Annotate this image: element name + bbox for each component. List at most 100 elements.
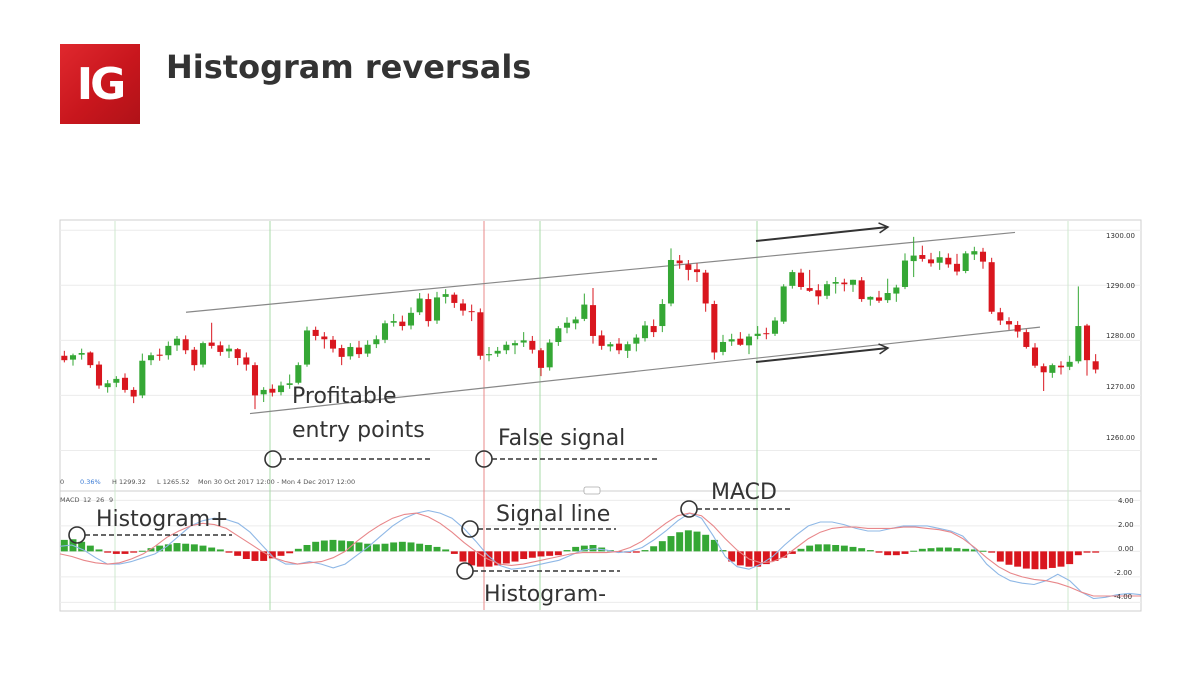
histogram-bar-negative <box>502 551 510 564</box>
candle-body <box>754 333 761 336</box>
histogram-bar-negative <box>1066 551 1074 565</box>
histogram-bar-negative <box>1040 551 1048 570</box>
histogram-bar-positive <box>208 547 216 552</box>
histogram-bar-positive <box>312 541 320 552</box>
histogram-bar-positive <box>433 546 441 552</box>
histogram-bar-negative <box>459 551 467 562</box>
candle-body <box>399 321 406 327</box>
histogram-bar-negative <box>1005 551 1013 565</box>
candle-body <box>121 377 129 390</box>
histogram-bar-negative <box>130 551 138 553</box>
candle-body <box>555 328 562 343</box>
histogram-bar-positive <box>381 543 389 552</box>
profitable-label-line1: Profitable <box>292 384 396 409</box>
histogram-bar-positive <box>719 550 727 552</box>
info-date-range: Mon 30 Oct 2017 12:00 - Mon 4 Dec 2017 1… <box>198 478 355 486</box>
macd-tick: -4.00 <box>1114 593 1132 601</box>
signal-line-label: Signal line <box>496 502 610 527</box>
histogram-bar-negative <box>771 551 779 561</box>
histogram-bar-negative <box>528 551 536 558</box>
candle-body <box>1023 332 1030 347</box>
info-high: H 1299.32 <box>112 478 146 486</box>
histogram-bar-negative <box>1031 551 1039 570</box>
histogram-bar-positive <box>164 544 172 552</box>
histogram-bar-positive <box>849 546 857 552</box>
histogram-bar-positive <box>355 542 363 552</box>
candle-body <box>147 355 155 361</box>
histogram-bar-negative <box>762 551 770 565</box>
histogram-bar-negative <box>1092 551 1100 553</box>
candle-body <box>823 284 831 296</box>
candle-body <box>208 342 215 346</box>
histogram-bar-positive <box>866 550 874 552</box>
histogram-bar-positive <box>641 550 649 552</box>
candle-body <box>546 342 553 368</box>
histogram-bar-positive <box>953 548 961 552</box>
candle-body <box>451 294 458 303</box>
histogram-bar-positive <box>338 540 346 552</box>
histogram-bar-negative <box>728 551 736 562</box>
candle-body <box>763 333 770 335</box>
candle-body <box>286 383 293 385</box>
histogram-bar-negative <box>1083 551 1091 553</box>
candle-body <box>269 388 276 393</box>
candle-body <box>711 304 718 353</box>
histogram-bar-positive <box>702 534 710 552</box>
macd-tick: -2.00 <box>1114 569 1132 577</box>
lower-trend-arrow <box>755 343 890 363</box>
candle-body <box>719 342 727 352</box>
histogram-bar-negative <box>242 551 250 560</box>
histogram-bar-negative <box>260 551 268 561</box>
candle-body <box>581 304 588 319</box>
histogram-bar-negative <box>468 551 476 566</box>
histogram-plus-label: Histogram+ <box>96 507 229 532</box>
candle-body <box>139 360 146 396</box>
histogram-bar-negative <box>632 551 640 553</box>
candle-body <box>355 347 363 355</box>
candle-body <box>390 321 397 323</box>
candle-body <box>217 345 224 352</box>
histogram-bar-negative <box>450 551 458 554</box>
histogram-bar-positive <box>814 544 822 552</box>
histogram-bar-positive <box>858 548 866 552</box>
histogram-bar-positive <box>329 539 337 552</box>
candle-body <box>1083 325 1091 361</box>
candle-body <box>520 340 527 343</box>
candle-body <box>797 272 805 287</box>
histogram-bar-positive <box>676 532 684 552</box>
panel-resize-handle[interactable] <box>583 486 601 495</box>
price-tick: 1300.00 <box>1106 232 1135 240</box>
histogram-bar-positive <box>823 544 831 552</box>
candle-body <box>329 339 337 349</box>
candle-body <box>893 287 900 294</box>
candle-body <box>113 378 120 383</box>
candle-body <box>607 344 614 347</box>
candle-body <box>884 293 891 301</box>
candle-body <box>659 304 666 327</box>
histogram-bar-negative <box>225 551 233 553</box>
profitable-label-line2: entry points <box>292 418 425 443</box>
candle-body <box>425 299 432 322</box>
candle-body <box>104 383 111 388</box>
histogram-bar-negative <box>1014 551 1022 567</box>
candle-body <box>191 349 198 366</box>
histogram-bar-positive <box>970 549 978 552</box>
candle-body <box>780 286 787 322</box>
histogram-bar-positive <box>138 550 146 552</box>
histogram-bar-negative <box>988 551 996 553</box>
histogram-bar-negative <box>788 551 796 554</box>
histogram-bar-positive <box>303 544 311 552</box>
candle-body <box>243 357 250 365</box>
candle-body <box>650 326 657 333</box>
histogram-bar-positive <box>199 545 207 552</box>
histogram-bar-positive <box>580 545 588 552</box>
candle-body <box>165 345 172 356</box>
histogram-bar-negative <box>234 551 242 556</box>
candle-body <box>511 343 519 346</box>
histogram-minus-label: Histogram- <box>484 582 606 607</box>
histogram-bar-negative <box>1057 551 1065 567</box>
candle-body <box>997 312 1004 321</box>
histogram-bar-negative <box>884 551 892 556</box>
candle-body <box>728 339 735 342</box>
